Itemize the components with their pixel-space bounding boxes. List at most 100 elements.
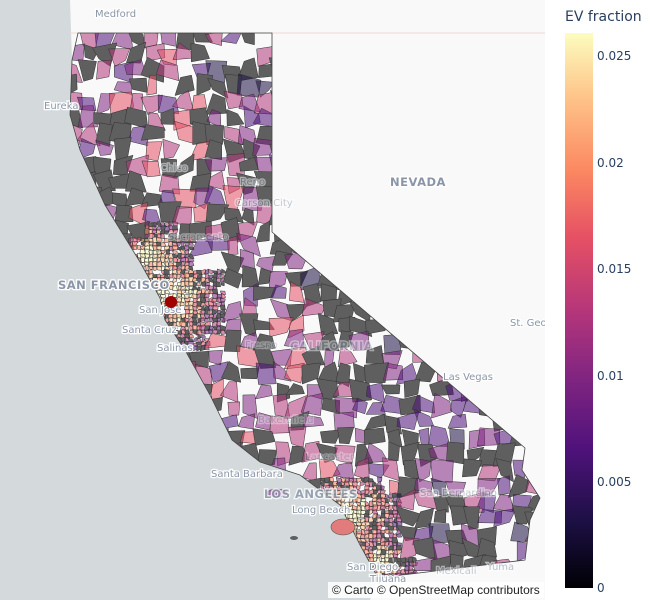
zip-region[interactable] bbox=[339, 496, 346, 503]
zip-region[interactable] bbox=[147, 257, 154, 263]
zip-region[interactable] bbox=[141, 160, 161, 178]
zip-region[interactable] bbox=[195, 341, 202, 346]
zip-region[interactable] bbox=[140, 56, 165, 83]
zip-region[interactable] bbox=[220, 316, 226, 324]
zip-region[interactable] bbox=[107, 48, 131, 67]
zip-region[interactable] bbox=[364, 488, 370, 495]
zip-region[interactable] bbox=[337, 330, 354, 348]
zip-region[interactable] bbox=[185, 236, 190, 244]
zip-region[interactable] bbox=[284, 362, 305, 384]
zip-region[interactable] bbox=[167, 222, 173, 226]
zip-region[interactable] bbox=[320, 429, 342, 444]
zip-region[interactable] bbox=[235, 233, 261, 258]
zip-region[interactable] bbox=[161, 221, 165, 227]
zip-region[interactable] bbox=[188, 241, 194, 246]
zip-region[interactable] bbox=[364, 427, 386, 446]
zip-region[interactable] bbox=[191, 321, 198, 326]
zip-region[interactable] bbox=[381, 544, 386, 550]
zip-region[interactable] bbox=[257, 267, 272, 285]
zip-region[interactable] bbox=[151, 229, 158, 234]
zip-region[interactable] bbox=[341, 480, 345, 487]
zip-region[interactable] bbox=[289, 281, 305, 303]
zip-region[interactable] bbox=[155, 285, 161, 291]
zip-region[interactable] bbox=[270, 284, 287, 299]
zip-region[interactable] bbox=[356, 477, 363, 484]
zip-region[interactable] bbox=[167, 240, 173, 247]
zip-region[interactable] bbox=[255, 412, 273, 431]
zip-region[interactable] bbox=[376, 496, 382, 503]
zip-region[interactable] bbox=[168, 257, 173, 263]
zip-region[interactable] bbox=[364, 362, 390, 383]
zip-region[interactable] bbox=[92, 169, 116, 192]
zip-region[interactable] bbox=[167, 321, 175, 326]
zip-region[interactable] bbox=[145, 264, 149, 272]
zip-region[interactable] bbox=[146, 74, 157, 96]
zip-region[interactable] bbox=[301, 440, 320, 463]
zip-region[interactable] bbox=[240, 367, 260, 380]
zip-region[interactable] bbox=[220, 273, 225, 280]
zip-region[interactable] bbox=[188, 253, 195, 260]
zip-region[interactable] bbox=[199, 334, 207, 339]
zip-region[interactable] bbox=[203, 329, 210, 335]
zip-region[interactable] bbox=[152, 274, 158, 278]
zip-region[interactable] bbox=[400, 441, 420, 466]
zip-region[interactable] bbox=[136, 244, 142, 251]
zip-region[interactable] bbox=[180, 285, 187, 291]
zip-region[interactable] bbox=[403, 378, 421, 398]
zip-region[interactable] bbox=[317, 313, 339, 336]
zip-region[interactable] bbox=[348, 501, 355, 508]
zip-region[interactable] bbox=[164, 230, 169, 235]
zip-region[interactable] bbox=[348, 492, 354, 499]
zip-region[interactable] bbox=[221, 360, 242, 383]
zip-region[interactable] bbox=[192, 345, 199, 352]
zip-region[interactable] bbox=[497, 475, 511, 496]
zip-region[interactable] bbox=[221, 281, 225, 287]
zip-region[interactable] bbox=[176, 293, 182, 298]
zip-region[interactable] bbox=[268, 271, 288, 292]
zip-region[interactable] bbox=[155, 59, 180, 82]
zip-region[interactable] bbox=[165, 289, 171, 295]
zip-region[interactable] bbox=[241, 265, 260, 288]
zip-region[interactable] bbox=[431, 392, 453, 419]
zip-region[interactable] bbox=[188, 260, 195, 268]
zip-region[interactable] bbox=[324, 490, 329, 495]
zip-region[interactable] bbox=[372, 489, 379, 495]
zip-region[interactable] bbox=[174, 74, 195, 96]
zip-region[interactable] bbox=[256, 220, 271, 243]
map-attribution[interactable]: © Carto © OpenStreetMap contributors bbox=[328, 582, 544, 598]
zip-region[interactable] bbox=[387, 524, 395, 531]
zip-region[interactable] bbox=[396, 533, 403, 538]
zip-region[interactable] bbox=[172, 153, 195, 179]
zip-region[interactable] bbox=[396, 410, 420, 430]
zip-region[interactable] bbox=[164, 261, 169, 267]
zip-region[interactable] bbox=[476, 537, 497, 559]
zip-region[interactable] bbox=[373, 516, 378, 523]
zip-region[interactable] bbox=[368, 506, 374, 511]
zip-region[interactable] bbox=[145, 141, 163, 162]
zip-region[interactable] bbox=[190, 42, 210, 63]
zip-region[interactable] bbox=[226, 109, 245, 127]
zip-region[interactable] bbox=[167, 309, 175, 316]
zip-region[interactable] bbox=[215, 272, 222, 280]
zip-region[interactable] bbox=[191, 276, 197, 282]
zip-region[interactable] bbox=[220, 28, 244, 44]
zip-region[interactable] bbox=[77, 59, 97, 82]
zip-region[interactable] bbox=[396, 493, 403, 498]
zip-region[interactable] bbox=[151, 221, 157, 228]
zip-region[interactable] bbox=[125, 170, 147, 193]
zip-region[interactable] bbox=[140, 124, 165, 141]
zip-region[interactable] bbox=[447, 413, 468, 429]
zip-region[interactable] bbox=[164, 245, 171, 251]
zip-region[interactable] bbox=[340, 485, 345, 491]
zip-region[interactable] bbox=[164, 284, 170, 290]
zip-region[interactable] bbox=[156, 236, 163, 242]
zip-region[interactable] bbox=[205, 93, 227, 115]
zip-region[interactable] bbox=[184, 241, 190, 247]
zip-region[interactable] bbox=[204, 157, 228, 172]
zip-region[interactable] bbox=[315, 442, 338, 463]
zip-region[interactable] bbox=[323, 484, 331, 491]
zip-region[interactable] bbox=[187, 288, 193, 295]
zip-region[interactable] bbox=[197, 333, 201, 340]
zip-region[interactable] bbox=[364, 413, 386, 430]
zip-region[interactable] bbox=[187, 341, 194, 347]
